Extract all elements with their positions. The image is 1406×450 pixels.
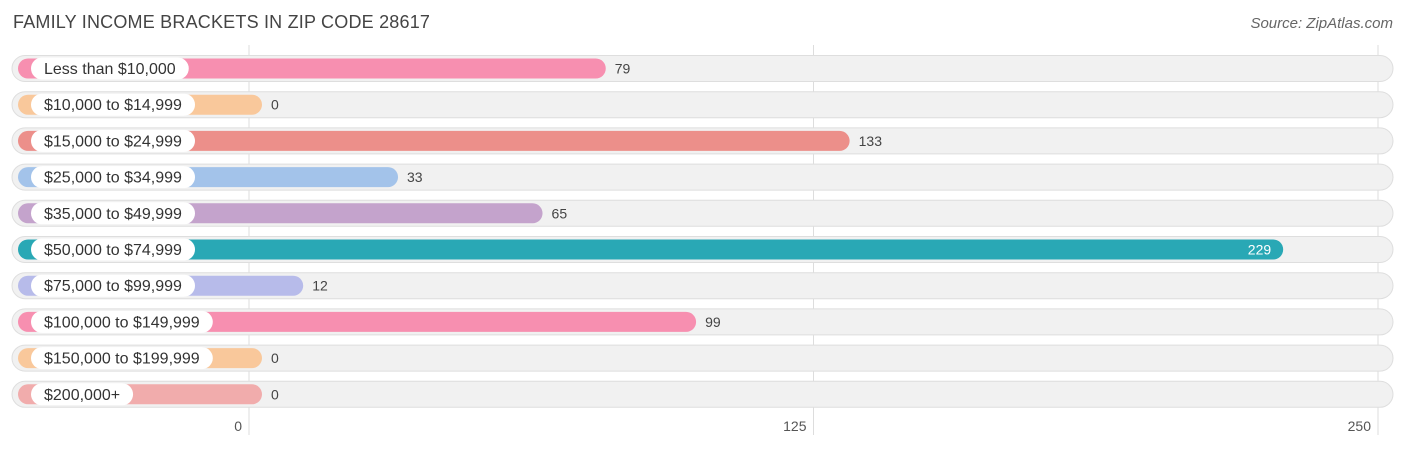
category-label: $35,000 to $49,999 (44, 206, 182, 223)
value-label: 229 (1248, 242, 1272, 258)
category-label: $10,000 to $14,999 (44, 97, 182, 114)
bar-row: $200,000+ 0 (11, 380, 1394, 408)
row-track (11, 272, 1394, 300)
category-label-pill (31, 93, 196, 116)
category-label-pill (31, 238, 196, 261)
source-label: Source: ZipAtlas.com (1250, 15, 1393, 32)
category-label: $200,000+ (44, 387, 120, 404)
category-label-pill (31, 129, 196, 152)
value-label: 0 (271, 386, 279, 402)
chart-title: FAMILY INCOME BRACKETS IN ZIP CODE 28617 (13, 12, 431, 32)
value-label: 0 (271, 350, 279, 366)
category-label-pill (31, 274, 196, 297)
category-label-pill (31, 383, 134, 406)
row-track (11, 344, 1394, 372)
category-label: Less than $10,000 (44, 61, 176, 78)
value-label: 33 (407, 169, 423, 185)
bar-row: $100,000 to $149,999 99 (11, 308, 1394, 336)
bar-row: Less than $10,000 79 (11, 55, 1394, 82)
category-label: $50,000 to $74,999 (44, 242, 182, 259)
bar-row: $50,000 to $74,999 229 (11, 236, 1394, 263)
row-track (11, 91, 1394, 119)
x-tick-label: 125 (783, 418, 807, 434)
row-track (11, 380, 1394, 408)
bar (18, 239, 1284, 260)
category-label: $150,000 to $199,999 (44, 351, 200, 368)
bar-row: $10,000 to $14,999 0 (11, 91, 1394, 119)
value-label: 12 (312, 278, 328, 294)
bar-row: $75,000 to $99,999 12 (11, 272, 1394, 300)
bar-row: $15,000 to $24,999 133 (11, 127, 1394, 155)
category-label-pill (31, 166, 196, 189)
value-label: 133 (859, 133, 883, 149)
category-label-pill (31, 202, 196, 225)
x-axis-ticks: 0 125 250 (234, 418, 1371, 434)
value-label: 79 (615, 61, 631, 77)
category-label: $15,000 to $24,999 (44, 133, 182, 150)
bar-row: $25,000 to $34,999 33 (11, 163, 1394, 191)
bar-row: $35,000 to $49,999 65 (11, 199, 1394, 227)
x-tick-label: 250 (1348, 418, 1372, 434)
bar-rows: Less than $10,000 79$10,000 to $14,999 0$1… (11, 55, 1394, 408)
bar-row: $150,000 to $199,999 0 (11, 344, 1394, 372)
category-label-pill (31, 347, 213, 370)
value-label: 99 (705, 314, 721, 330)
category-label: $75,000 to $99,999 (44, 278, 182, 295)
category-label: $25,000 to $34,999 (44, 170, 182, 187)
bar (18, 130, 850, 151)
category-label: $100,000 to $149,999 (44, 314, 200, 331)
x-tick-label: 0 (234, 418, 242, 434)
category-label-pill (31, 57, 189, 80)
value-label: 0 (271, 97, 279, 113)
category-label-pill (31, 310, 213, 333)
value-label: 65 (552, 205, 568, 221)
